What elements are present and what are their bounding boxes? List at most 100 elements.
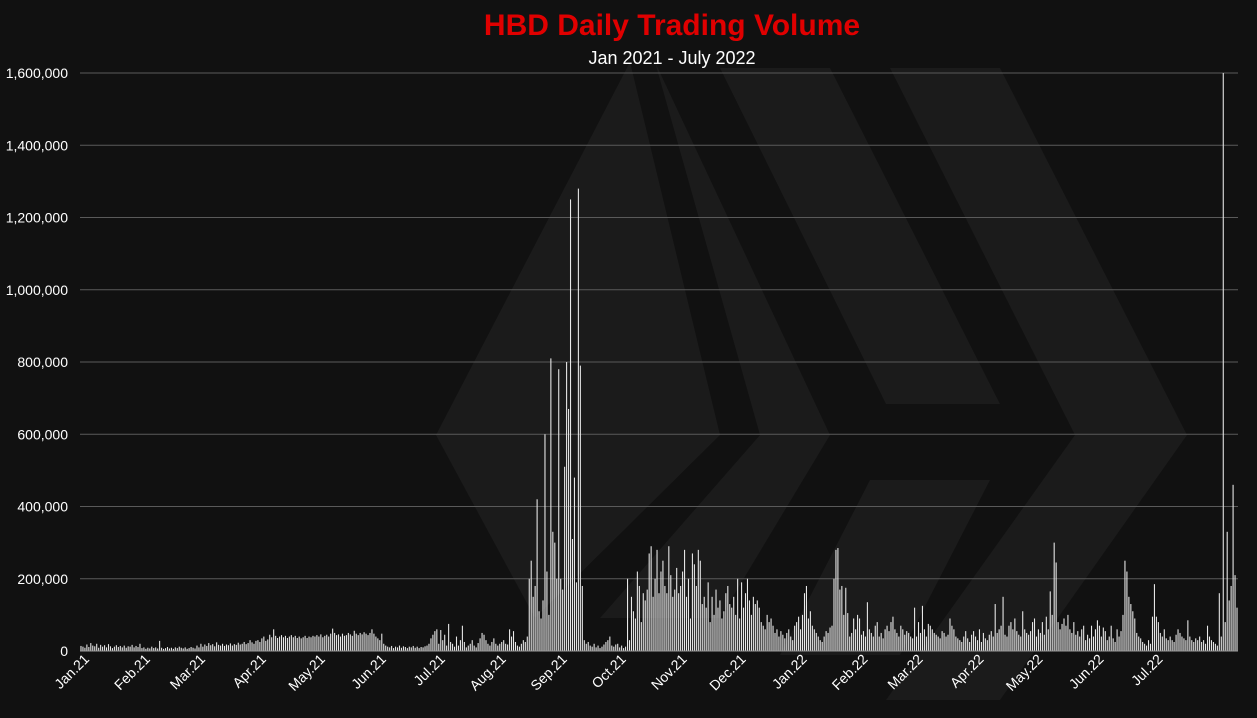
bar [1116,629,1118,651]
bar [328,636,330,651]
bar [695,585,697,651]
bar [1191,640,1193,651]
bar [630,596,633,651]
bar [426,645,428,651]
bar [794,625,796,651]
bar [835,549,837,651]
bar [389,647,391,651]
bar [92,645,94,651]
bar [632,611,634,651]
bar [1157,622,1159,651]
y-tick-label: 0 [60,643,68,659]
bar [1140,638,1142,651]
bar [615,644,617,651]
bar [518,646,520,651]
bar [218,644,220,651]
bar [1104,631,1106,651]
bar [381,633,383,651]
bar [575,582,577,651]
bar [992,636,994,651]
bar [159,640,161,651]
bar [345,635,347,651]
bar [259,641,261,651]
bar [410,647,412,651]
bar [452,643,454,651]
bar [1206,625,1209,651]
x-tick-label: Jun.22 [1066,651,1107,692]
bar [288,636,290,651]
bar [1130,604,1132,651]
bar [182,648,184,651]
bar [1163,629,1165,651]
bar [678,593,680,651]
bar [945,636,947,651]
bar [1059,629,1061,651]
bar [1022,611,1024,651]
bar-series [80,73,1238,651]
bar [1216,645,1218,651]
bar [444,634,446,651]
bar [548,614,550,651]
bar [685,596,688,651]
bar [263,636,265,651]
bar [1193,641,1195,651]
bar [900,625,902,651]
bar [1122,614,1124,651]
bar [1102,627,1104,651]
x-tick-label: Oct.21 [588,651,629,692]
bar [280,635,283,651]
bar [231,645,233,651]
bar [282,637,285,651]
bar [1002,596,1004,651]
bar [927,623,929,651]
bar [961,641,963,651]
bar [298,636,300,651]
bar [304,635,306,651]
bar [768,622,770,651]
bar [969,641,971,651]
bar [499,643,501,651]
bar [143,647,145,651]
bar [544,434,546,651]
bar [591,646,593,651]
bar [1114,641,1116,651]
bar [375,636,377,651]
bar [284,635,286,651]
bar [341,633,344,651]
bar [247,643,249,651]
bar [249,640,251,651]
bar [1087,634,1089,651]
x-tick-label: Feb.21 [111,651,153,693]
bar [723,611,725,651]
bar [98,647,100,651]
bar [512,631,515,651]
bar [1203,640,1205,651]
bar [1069,629,1071,651]
bar [119,645,121,651]
bar [638,585,640,651]
bar [125,647,127,651]
bar [845,587,847,651]
bar [801,614,804,651]
bar [208,643,210,651]
bar [760,622,762,651]
bar [308,636,310,651]
bar [1134,618,1136,651]
bar [623,648,625,651]
bar [273,629,275,651]
bar [1226,531,1228,651]
bar [1039,632,1041,651]
bar [237,642,239,651]
bar [507,644,509,651]
x-tick-label: Jul.22 [1128,651,1166,689]
bar [279,636,281,651]
bar [241,643,243,651]
bar [731,607,733,651]
bar [587,641,589,651]
bar [1051,614,1053,651]
bar [174,647,176,651]
bar [1126,571,1128,651]
bar [194,648,196,651]
bar [1033,618,1036,651]
bar [115,645,117,651]
